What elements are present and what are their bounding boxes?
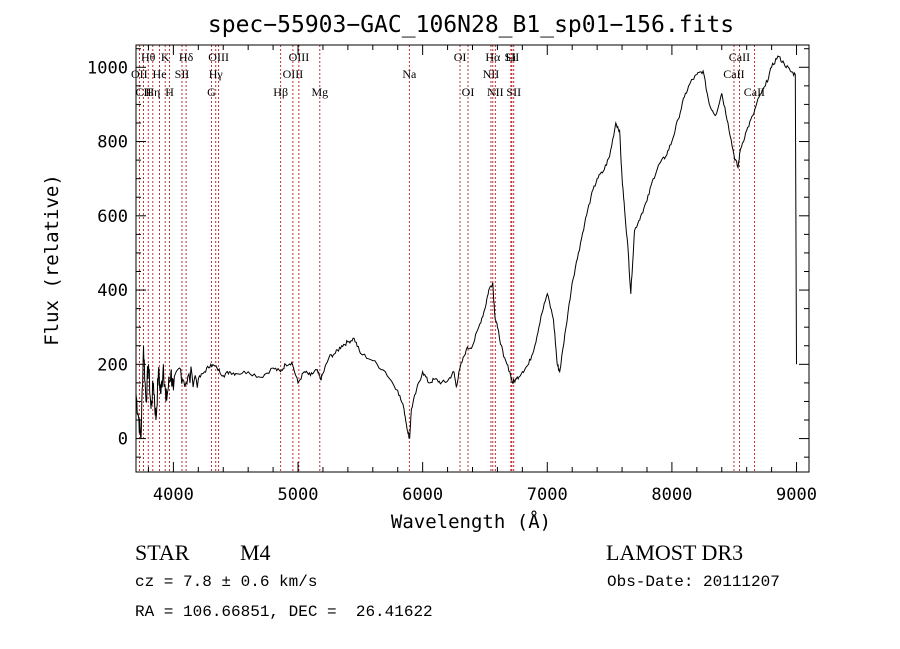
line-marker-label: CaII: [729, 50, 750, 64]
line-marker-label: OIII: [283, 67, 304, 81]
line-marker-label: Hδ: [179, 50, 194, 64]
x-axis-label: Wavelength (Å): [391, 510, 551, 533]
x-axis-ticks: 4000 5000 6000 7000 8000 9000: [147, 45, 817, 505]
line-marker-label: CII: [135, 85, 151, 99]
y-tick-label: 1000: [87, 58, 128, 78]
line-marker-label: Hβ: [273, 85, 288, 99]
line-marker-label: Hγ: [209, 67, 224, 81]
line-marker-label: Li: [506, 50, 517, 64]
line-marker-label: NII: [483, 67, 500, 81]
object-type: STAR: [135, 540, 190, 565]
y-tick-label: 600: [97, 207, 128, 227]
x-tick-label: 9000: [776, 485, 817, 505]
coordinates: RA = 106.66851, DEC = 26.41622: [135, 603, 433, 621]
line-marker-label: CaII: [723, 67, 744, 81]
line-marker-label: Hη: [145, 85, 160, 99]
object-subclass: M4: [240, 540, 271, 565]
line-marker-label: OIII: [289, 50, 310, 64]
line-marker-label: OI: [454, 50, 467, 64]
line-marker-label: Na: [402, 67, 417, 81]
plot-frame: [135, 44, 810, 473]
y-axis-label: Flux (relative): [41, 174, 63, 346]
x-tick-label: 4000: [153, 485, 194, 505]
y-axis-ticks: 0 200 400 600 800 1000: [87, 48, 809, 458]
observation-date: Obs-Date: 20111207: [607, 573, 780, 591]
x-tick-label: 6000: [402, 485, 443, 505]
line-marker-label: H: [165, 85, 174, 99]
survey-name: LAMOST DR3: [606, 540, 744, 565]
line-marker-label: OI: [462, 85, 475, 99]
line-marker-label: Hθ: [141, 50, 156, 64]
line-marker-label: He: [153, 67, 167, 81]
line-marker-label: SII: [505, 50, 520, 64]
line-marker-group: [138, 45, 755, 472]
x-tick-label: 7000: [527, 485, 568, 505]
x-tick-label: 8000: [651, 485, 692, 505]
spectrum-line: [135, 55, 797, 439]
line-marker-label: OIII: [208, 50, 229, 64]
line-marker-label: Hα: [485, 50, 501, 64]
y-tick-label: 400: [97, 281, 128, 301]
x-tick-label: 5000: [278, 485, 319, 505]
line-marker-label: SII: [506, 85, 521, 99]
line-marker-label: SII: [175, 67, 190, 81]
line-marker-label: K: [161, 50, 170, 64]
chart-title: spec−55903−GAC_106N28_B1_sp01−156.fits: [208, 12, 734, 38]
line-marker-label: G: [207, 85, 216, 99]
y-tick-label: 0: [118, 430, 128, 450]
line-marker-label: NII: [487, 85, 504, 99]
line-marker-label: OII: [131, 67, 148, 81]
y-tick-label: 800: [97, 133, 128, 153]
redshift-cz: cz = 7.8 ± 0.6 km/s: [135, 573, 318, 591]
line-marker-label: Mg: [311, 85, 328, 99]
y-tick-label: 200: [97, 355, 128, 375]
